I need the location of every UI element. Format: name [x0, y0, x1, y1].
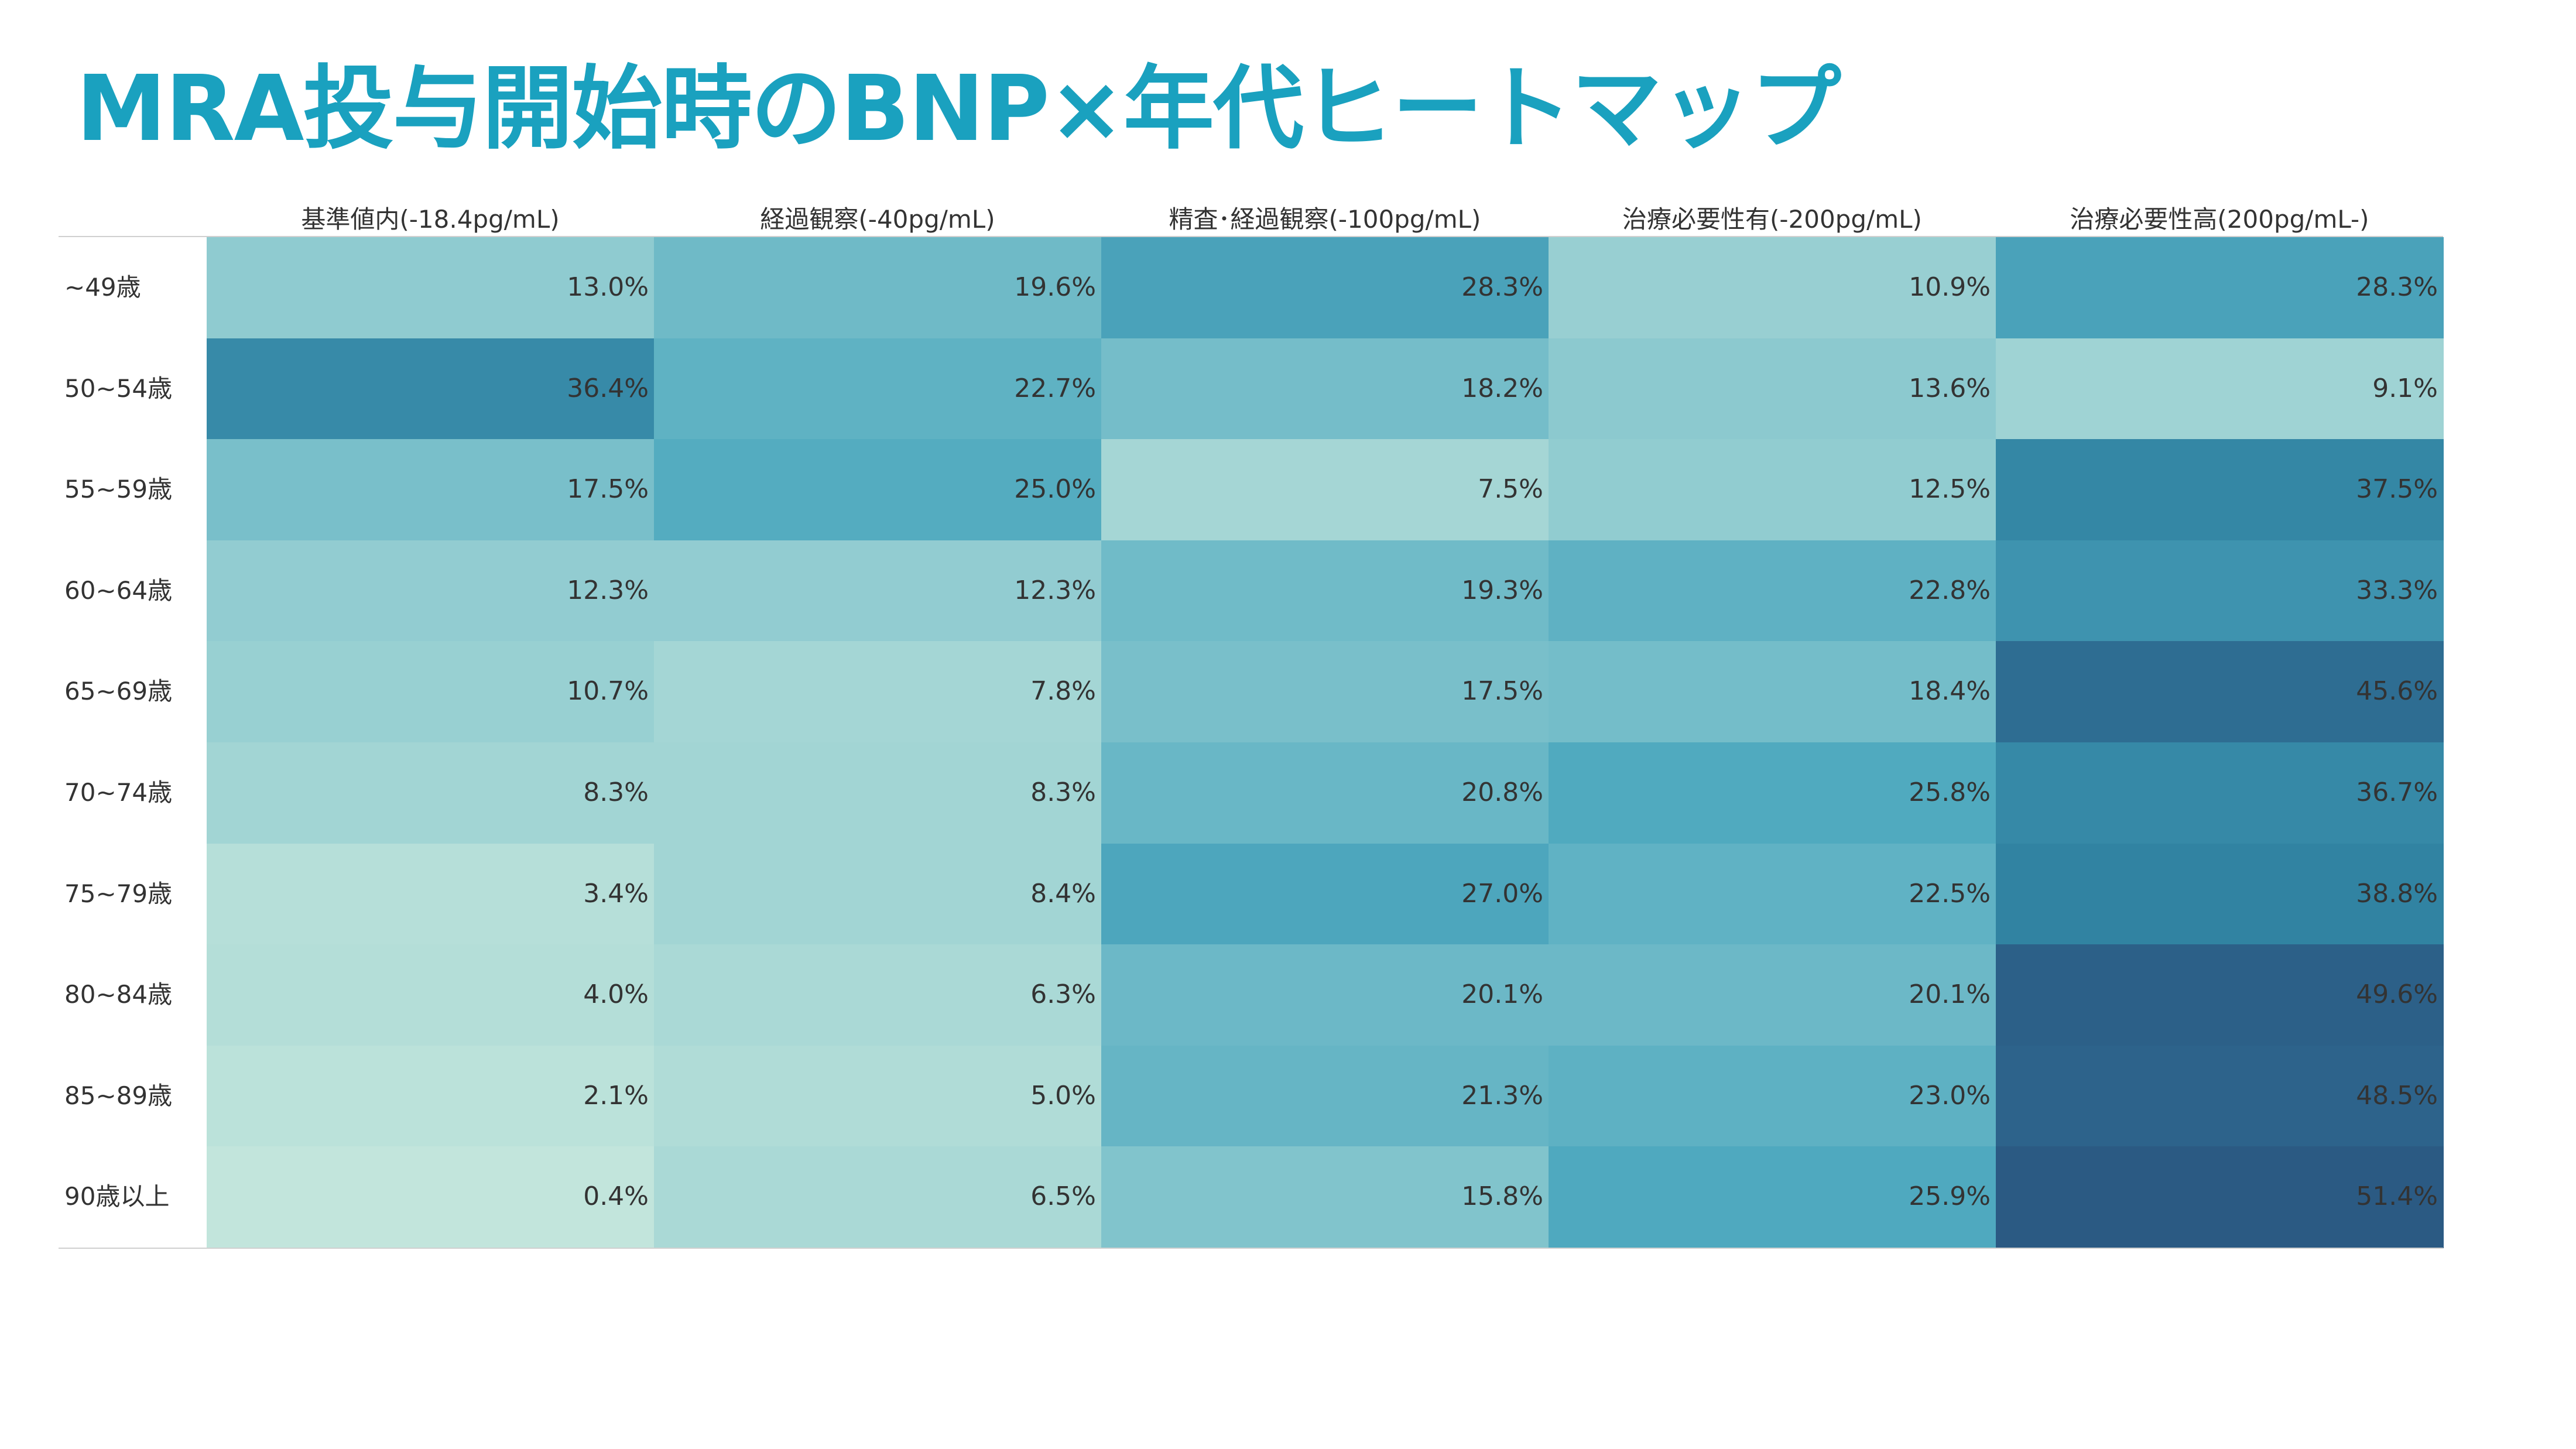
heatmap-cell-r9-c3: 21.3%: [1101, 1045, 1549, 1147]
heatmap-cell-r2-c3: 18.2%: [1101, 338, 1549, 440]
heatmap-cell-r1-c1: 13.0%: [207, 237, 655, 339]
table-bottom-line: [59, 1248, 2443, 1249]
row-header-1: ~49歳: [64, 273, 141, 302]
heatmap-cell-r8-c5: 49.6%: [1996, 944, 2444, 1046]
heatmap-cell-r2-c1: 36.4%: [207, 338, 655, 440]
row-header-4: 60~64歳: [64, 576, 173, 605]
heatmap-cell-r3-c1: 17.5%: [207, 439, 655, 541]
heatmap-cell-r10-c4: 25.9%: [1549, 1146, 1996, 1248]
heatmap-cell-r2-c5: 9.1%: [1996, 338, 2444, 440]
row-header-2: 50~54歳: [64, 374, 173, 403]
row-header-9: 85~89歳: [64, 1081, 173, 1110]
heatmap-cell-r9-c5: 48.5%: [1996, 1045, 2444, 1147]
heatmap-cell-r3-c2: 25.0%: [654, 439, 1102, 541]
heatmap-cell-r6-c1: 8.3%: [207, 742, 655, 844]
heatmap-cell-r4-c2: 12.3%: [654, 540, 1102, 642]
heatmap-cell-r4-c3: 19.3%: [1101, 540, 1549, 642]
column-header-1: 基準値内(-18.4pg/mL): [301, 205, 560, 234]
heatmap-cell-r5-c2: 7.8%: [654, 641, 1102, 743]
heatmap-cell-r7-c3: 27.0%: [1101, 843, 1549, 946]
heatmap-cell-r7-c4: 22.5%: [1549, 843, 1996, 946]
heatmap-cell-r2-c2: 22.7%: [654, 338, 1102, 440]
row-header-10: 90歳以上: [64, 1182, 170, 1211]
heatmap-cell-r1-c3: 28.3%: [1101, 237, 1549, 339]
heatmap-cell-r9-c2: 5.0%: [654, 1045, 1102, 1147]
heatmap-cell-r9-c1: 2.1%: [207, 1045, 655, 1147]
heatmap-cell-r8-c1: 4.0%: [207, 944, 655, 1046]
heatmap-cell-r10-c1: 0.4%: [207, 1146, 655, 1248]
row-header-7: 75~79歳: [64, 879, 173, 908]
heatmap-cell-r5-c4: 18.4%: [1549, 641, 1996, 743]
heatmap-cell-r8-c3: 20.1%: [1101, 944, 1549, 1046]
heatmap-cell-r6-c4: 25.8%: [1549, 742, 1996, 844]
column-header-3: 精査･経過観察(-100pg/mL): [1169, 205, 1481, 234]
heatmap-cell-r1-c5: 28.3%: [1996, 237, 2444, 339]
column-header-5: 治療必要性高(200pg/mL-): [2070, 205, 2369, 234]
heatmap-cell-r10-c5: 51.4%: [1996, 1146, 2444, 1248]
heatmap-cell-r1-c4: 10.9%: [1549, 237, 1996, 339]
heatmap-cell-r6-c3: 20.8%: [1101, 742, 1549, 844]
heatmap-cell-r7-c1: 3.4%: [207, 843, 655, 946]
column-header-2: 経過観察(-40pg/mL): [760, 205, 995, 234]
heatmap-cell-r5-c3: 17.5%: [1101, 641, 1549, 743]
heatmap-cell-r4-c4: 22.8%: [1549, 540, 1996, 642]
heatmap-cell-r6-c5: 36.7%: [1996, 742, 2444, 844]
heatmap-cell-r9-c4: 23.0%: [1549, 1045, 1996, 1147]
row-header-5: 65~69歳: [64, 677, 173, 706]
heatmap-cell-r10-c3: 15.8%: [1101, 1146, 1549, 1248]
header-divider: [59, 236, 2443, 237]
row-header-3: 55~59歳: [64, 475, 173, 504]
heatmap-cell-r4-c5: 33.3%: [1996, 540, 2444, 642]
heatmap-cell-r8-c4: 20.1%: [1549, 944, 1996, 1046]
heatmap-cell-r3-c5: 37.5%: [1996, 439, 2444, 541]
heatmap-cell-r10-c2: 6.5%: [654, 1146, 1102, 1248]
heatmap-cell-r3-c3: 7.5%: [1101, 439, 1549, 541]
row-header-6: 70~74歳: [64, 778, 173, 807]
heatmap-cell-r8-c2: 6.3%: [654, 944, 1102, 1046]
column-header-4: 治療必要性有(-200pg/mL): [1622, 205, 1922, 234]
page-title: MRA投与開始時のBNP×年代ヒートマップ: [76, 56, 1841, 162]
heatmap-cell-r6-c2: 8.3%: [654, 742, 1102, 844]
heatmap-cell-r4-c1: 12.3%: [207, 540, 655, 642]
heatmap-cell-r3-c4: 12.5%: [1549, 439, 1996, 541]
heatmap-cell-r5-c1: 10.7%: [207, 641, 655, 743]
heatmap-cell-r7-c2: 8.4%: [654, 843, 1102, 946]
heatmap-cell-r5-c5: 45.6%: [1996, 641, 2444, 743]
heatmap-cell-r7-c5: 38.8%: [1996, 843, 2444, 946]
heatmap-cell-r2-c4: 13.6%: [1549, 338, 1996, 440]
row-header-8: 80~84歳: [64, 980, 173, 1009]
heatmap-cell-r1-c2: 19.6%: [654, 237, 1102, 339]
